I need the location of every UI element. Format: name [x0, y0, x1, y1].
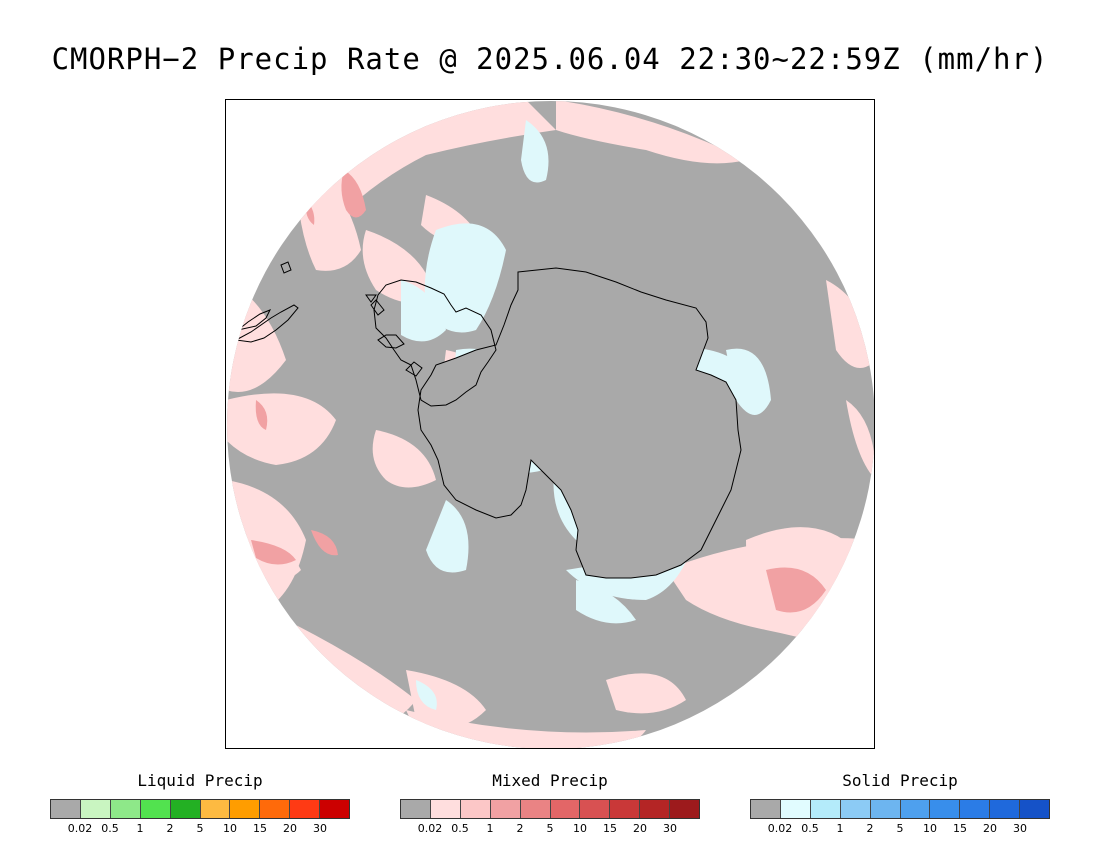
legend-tick-label: 2 [166, 822, 174, 835]
legend-tick-label: 15 [603, 822, 617, 835]
legend-swatch [960, 800, 991, 818]
legend-tick-label: 30 [313, 822, 327, 835]
legend-swatch [870, 800, 901, 818]
legend-swatch [640, 800, 671, 818]
legend-ticks: 0.02 0.5 1 2 5 10 15 20 30 [750, 822, 1050, 836]
legend-tick-label: 30 [1013, 822, 1027, 835]
legend-mixed-precip: Mixed Precip 0.02 0.5 1 2 5 10 15 20 30 [400, 770, 700, 836]
legend-swatch [140, 800, 171, 818]
legend-ticks: 0.02 0.5 1 2 5 10 15 20 30 [400, 822, 700, 836]
legend-tick-label: 30 [663, 822, 677, 835]
antarctica-coastline [417, 267, 742, 579]
legend-swatch [930, 800, 961, 818]
legend-swatch [80, 800, 111, 818]
legend-color-bar [400, 799, 700, 819]
legend-solid-precip: Solid Precip 0.02 0.5 1 2 5 10 15 20 30 [750, 770, 1050, 836]
legend-title: Liquid Precip [137, 771, 263, 790]
legend-tick-label: 5 [196, 822, 204, 835]
legend-liquid-precip: Liquid Precip 0.02 0.5 1 2 5 10 15 20 30 [50, 770, 350, 836]
legend-tick-label: 0.5 [801, 822, 819, 835]
legend-swatch [290, 800, 321, 818]
legend-swatch [550, 800, 581, 818]
polar-precip-map [225, 99, 875, 749]
legend-swatch [200, 800, 231, 818]
legend-swatch [810, 800, 841, 818]
legend-color-bar [50, 799, 350, 819]
legend-swatch [320, 800, 350, 818]
legend-swatch [1020, 800, 1050, 818]
legend-ticks: 0.02 0.5 1 2 5 10 15 20 30 [50, 822, 350, 836]
legend-tick-label: 5 [896, 822, 904, 835]
legend-swatch [610, 800, 641, 818]
legend-tick-label: 10 [573, 822, 587, 835]
antarctic-peninsula-outline [373, 279, 497, 407]
legend-swatch [520, 800, 551, 818]
map-canvas [227, 101, 874, 748]
legend-swatch [230, 800, 261, 818]
legend-swatch [401, 800, 431, 818]
legend-tick-label: 0.5 [101, 822, 119, 835]
legend-tick-label: 1 [836, 822, 844, 835]
legend-swatch [170, 800, 201, 818]
legend-tick-label: 1 [136, 822, 144, 835]
falklands-outline [280, 261, 292, 274]
legend-swatch [751, 800, 781, 818]
legend-swatch [990, 800, 1021, 818]
legend-tick-label: 20 [633, 822, 647, 835]
legend-swatch [670, 800, 700, 818]
legend-tick-label: 0.5 [451, 822, 469, 835]
legend-title: Solid Precip [842, 771, 958, 790]
islands-outline [365, 294, 423, 377]
legend-swatch [780, 800, 811, 818]
legend-swatch [840, 800, 871, 818]
legend-tick-label: 10 [923, 822, 937, 835]
legend-tick-label: 0.02 [67, 822, 93, 835]
legend-swatch [460, 800, 491, 818]
legend-title: Mixed Precip [492, 771, 608, 790]
legend-tick-label: 0.02 [767, 822, 793, 835]
legend-swatch [580, 800, 611, 818]
legend-swatch [51, 800, 81, 818]
legend-tick-label: 1 [486, 822, 494, 835]
legend-tick-label: 20 [983, 822, 997, 835]
south-america-outline [234, 304, 299, 343]
legend-swatch [260, 800, 291, 818]
legend-swatch [110, 800, 141, 818]
legend-tick-label: 10 [223, 822, 237, 835]
legend-swatch [430, 800, 461, 818]
legend-tick-label: 2 [866, 822, 874, 835]
legend-tick-label: 5 [546, 822, 554, 835]
legend-tick-label: 15 [953, 822, 967, 835]
legend-swatch [900, 800, 931, 818]
legend-color-bar [750, 799, 1050, 819]
legend-tick-label: 2 [516, 822, 524, 835]
legend-tick-label: 0.02 [417, 822, 443, 835]
legend-swatch [490, 800, 521, 818]
chart-title: CMORPH−2 Precip Rate @ 2025.06.04 22:30~… [51, 42, 1049, 76]
legend-tick-label: 15 [253, 822, 267, 835]
legend-tick-label: 20 [283, 822, 297, 835]
